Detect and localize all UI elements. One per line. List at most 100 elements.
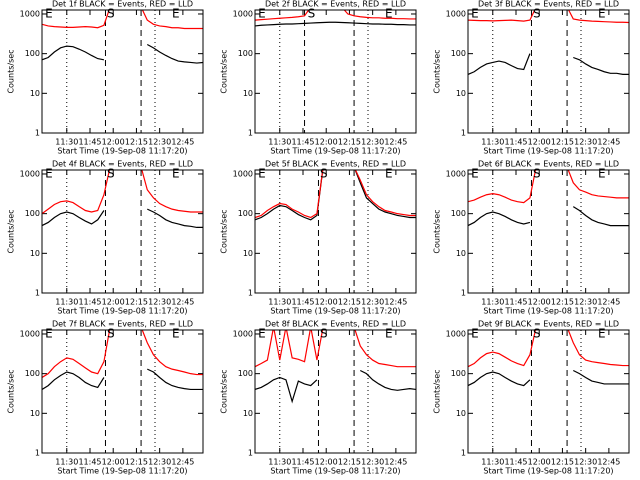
y-tick-label: 10 — [243, 249, 253, 258]
x-tick-label: 12:00 — [102, 458, 125, 467]
y-tick-label: 10 — [30, 409, 40, 418]
annotation: E — [598, 327, 606, 341]
x-tick-label: 11:30 — [481, 458, 504, 467]
x-tick-label: 11:45 — [504, 298, 527, 307]
annotation: S — [533, 7, 541, 21]
annotation: E — [471, 7, 479, 21]
y-tick-label: 1 — [248, 289, 253, 298]
x-tick-label: 11:30 — [268, 298, 291, 307]
x-tick-label: 11:45 — [291, 298, 314, 307]
annotation: E — [258, 167, 266, 181]
x-tick-label: 12:30 — [574, 298, 597, 307]
y-tick-label: 1 — [248, 449, 253, 458]
x-axis-label: Start Time (19-Sep-08 11:17:20) — [57, 467, 187, 476]
x-tick-label: 12:45 — [384, 458, 407, 467]
x-tick-label: 11:45 — [504, 458, 527, 467]
chart-title: Det 9f BLACK = Events, RED = LLD — [478, 320, 619, 329]
annotation: S — [533, 167, 541, 181]
y-tick-label: 10 — [243, 89, 253, 98]
y-tick-label: 10 — [456, 409, 466, 418]
y-axis-label: Counts/sec — [220, 369, 229, 413]
x-axis-label: Start Time (19-Sep-08 11:17:20) — [483, 147, 613, 156]
annotation: E — [598, 167, 606, 181]
data-line — [255, 369, 416, 404]
x-tick-label: 12:15 — [125, 298, 148, 307]
plot-area — [468, 170, 629, 293]
x-tick-label: 11:30 — [55, 298, 78, 307]
data-line — [468, 53, 629, 75]
annotation: E — [385, 7, 393, 21]
x-tick-label: 12:15 — [551, 138, 574, 147]
plot-frame — [254, 9, 417, 134]
x-tick-label: 12:30 — [574, 458, 597, 467]
x-tick-label: 11:30 — [268, 458, 291, 467]
y-axis-label: Counts/sec — [433, 369, 442, 413]
data-line — [255, 10, 416, 21]
x-tick-label: 12:15 — [125, 138, 148, 147]
x-tick-label: 12:15 — [551, 298, 574, 307]
x-axis-label: Start Time (19-Sep-08 11:17:20) — [57, 307, 187, 316]
plot-area — [42, 330, 203, 453]
x-tick-label: 11:30 — [481, 138, 504, 147]
x-axis-label: Start Time (19-Sep-08 11:17:20) — [483, 307, 613, 316]
y-tick-label: 10 — [30, 249, 40, 258]
x-tick-label: 12:15 — [551, 458, 574, 467]
data-line — [255, 170, 416, 221]
annotation: E — [45, 7, 53, 21]
x-tick-label: 12:15 — [125, 458, 148, 467]
plot-area — [468, 330, 629, 453]
y-tick-label: 1000 — [233, 329, 253, 338]
data-line — [42, 330, 203, 379]
y-tick-label: 1000 — [446, 329, 466, 338]
chart-title: Det 5f BLACK = Events, RED = LLD — [265, 160, 406, 169]
y-tick-label: 100 — [25, 369, 40, 378]
y-axis-label: Counts/sec — [433, 209, 442, 253]
y-tick-label: 100 — [25, 209, 40, 218]
data-line — [42, 10, 203, 30]
annotation: S — [320, 167, 328, 181]
annotation: E — [45, 327, 53, 341]
plot-area — [255, 330, 416, 453]
plot-area — [42, 170, 203, 293]
x-tick-label: 12:00 — [315, 458, 338, 467]
y-tick-label: 1 — [35, 129, 40, 138]
x-tick-label: 12:15 — [338, 458, 361, 467]
plot-frame — [41, 329, 204, 454]
y-tick-label: 100 — [238, 209, 253, 218]
chart-title: Det 6f BLACK = Events, RED = LLD — [478, 160, 619, 169]
x-tick-label: 12:45 — [171, 138, 194, 147]
y-tick-label: 100 — [451, 49, 466, 58]
panel: Det 6f BLACK = Events, RED = LLD Start Ti… — [433, 160, 630, 316]
y-tick-label: 1000 — [20, 329, 40, 338]
y-axis-label: Counts/sec — [7, 369, 16, 413]
chart-title: Det 2f BLACK = Events, RED = LLD — [265, 0, 406, 9]
x-tick-label: 12:15 — [338, 138, 361, 147]
y-tick-label: 1 — [461, 129, 466, 138]
plot-area — [255, 10, 416, 133]
annotation: E — [385, 327, 393, 341]
chart-title: Det 8f BLACK = Events, RED = LLD — [265, 320, 406, 329]
y-tick-label: 100 — [451, 209, 466, 218]
x-axis-label: Start Time (19-Sep-08 11:17:20) — [483, 467, 613, 476]
annotation: E — [258, 7, 266, 21]
y-tick-label: 10 — [243, 409, 253, 418]
plot-frame — [41, 169, 204, 294]
annotation: S — [107, 167, 115, 181]
y-axis-label: Counts/sec — [7, 49, 16, 93]
x-tick-label: 12:00 — [528, 138, 551, 147]
x-tick-label: 12:00 — [102, 298, 125, 307]
plot-frame — [467, 9, 630, 134]
x-tick-label: 12:30 — [361, 138, 384, 147]
annotation: E — [172, 167, 180, 181]
x-tick-label: 12:00 — [315, 138, 338, 147]
x-tick-label: 11:30 — [55, 138, 78, 147]
data-line — [255, 330, 416, 368]
panel: Det 5f BLACK = Events, RED = LLD Start Ti… — [220, 160, 417, 316]
annotation: E — [258, 327, 266, 341]
x-tick-label: 12:30 — [361, 458, 384, 467]
x-tick-label: 12:30 — [361, 298, 384, 307]
y-tick-label: 1 — [35, 289, 40, 298]
panel: Det 3f BLACK = Events, RED = LLD Start Ti… — [433, 0, 630, 156]
x-tick-label: 11:30 — [55, 458, 78, 467]
